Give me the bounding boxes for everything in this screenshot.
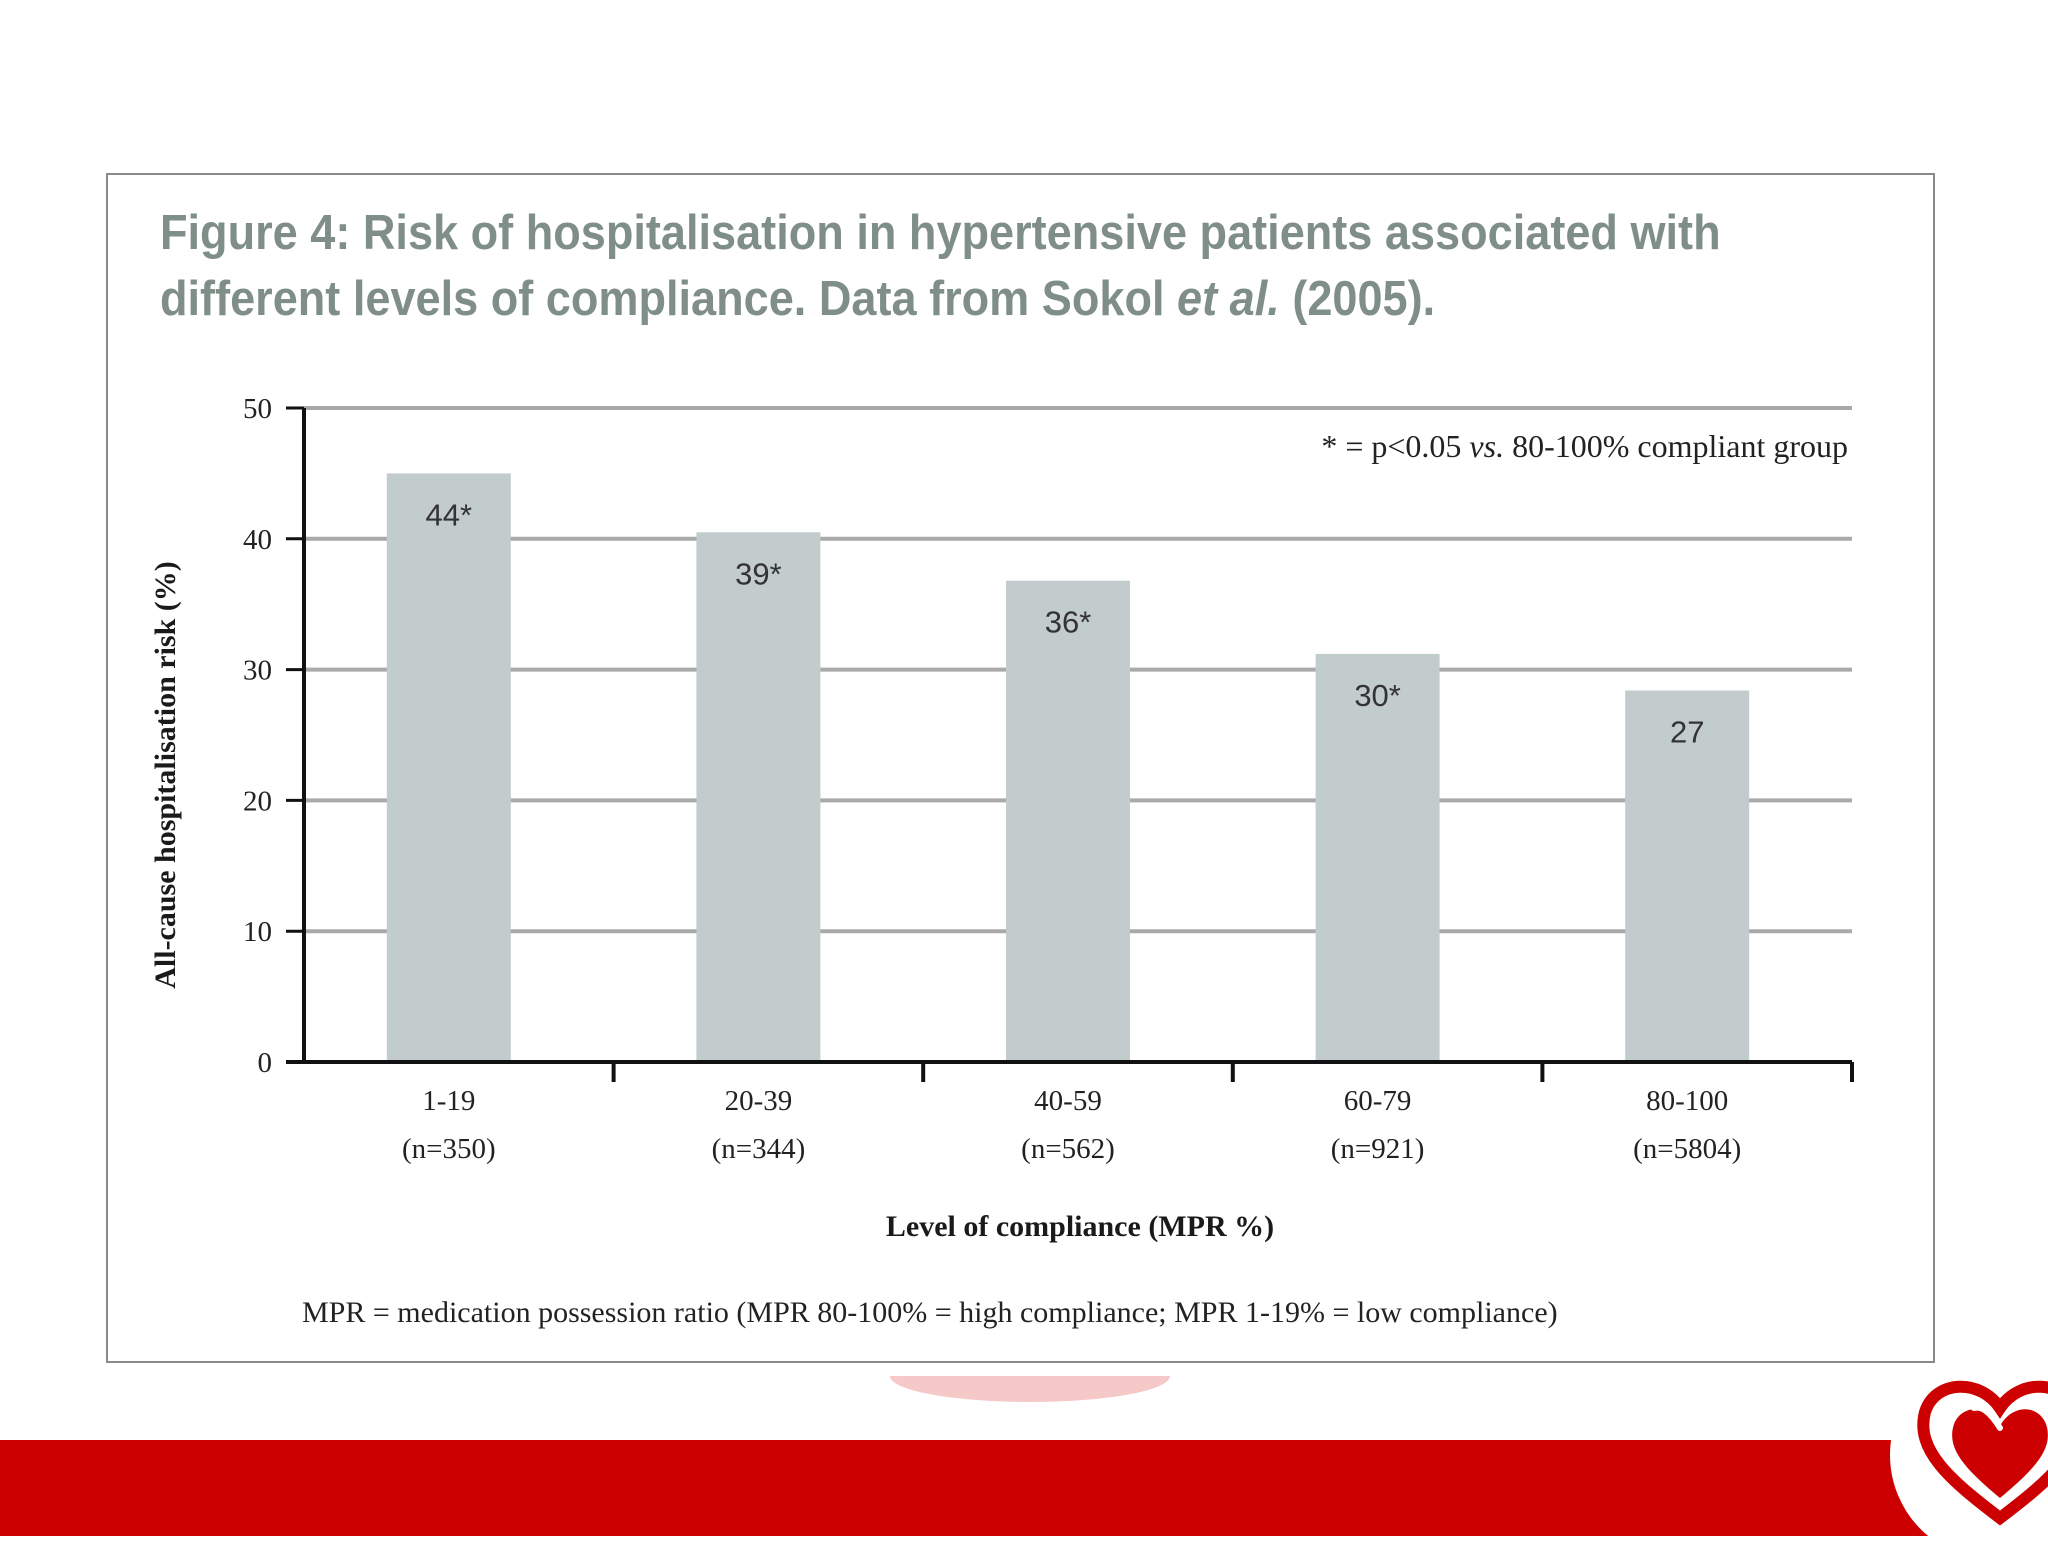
figure-title-line-1: Figure 4: Risk of hospitalisation in hyp… <box>160 206 1721 260</box>
footnote: MPR = medication possession ratio (MPR 8… <box>302 1296 1558 1329</box>
bar-20-39 <box>696 532 821 1062</box>
x-tick-label-60-79: 60-79 <box>1344 1085 1412 1117</box>
x-tick-label-20-39: 20-39 <box>725 1085 793 1117</box>
logo-badge <box>1890 1350 2048 1560</box>
bar-1-19 <box>386 473 511 1062</box>
x-count-label-60-79: (n=921) <box>1331 1133 1425 1165</box>
x-tick-label-80-100: 80-100 <box>1646 1085 1728 1117</box>
bar-value-label-60-79: 30* <box>1354 678 1401 713</box>
x-tick-label-1-19: 1-19 <box>422 1085 475 1117</box>
footer-bar <box>0 1440 2048 1536</box>
axes <box>286 406 1854 1082</box>
x-tick-label-40-59: 40-59 <box>1034 1085 1102 1117</box>
y-tick-label-30: 30 <box>243 655 272 687</box>
figure-title-etal: et al. <box>1177 272 1280 326</box>
y-axis-title: All-cause hospitalisation risk (%) <box>149 561 182 989</box>
figure-title: Figure 4: Risk of hospitalisation in hyp… <box>160 200 1742 332</box>
significance-note-prefix: * = p<0.05 <box>1321 428 1469 464</box>
bar-value-label-80-100: 27 <box>1670 715 1704 750</box>
figure-title-year: (2005). <box>1279 272 1436 326</box>
x-axis-title: Level of compliance (MPR %) <box>886 1210 1274 1243</box>
bar-80-100 <box>1625 690 1750 1062</box>
x-count-label-1-19: (n=350) <box>402 1133 496 1165</box>
y-tick-label-0: 0 <box>258 1047 273 1079</box>
x-count-label-80-100: (n=5804) <box>1633 1133 1741 1165</box>
bar-60-79 <box>1315 653 1440 1062</box>
bar-value-label-1-19: 44* <box>426 497 473 532</box>
significance-note-suffix: 80-100% compliant group <box>1504 428 1848 464</box>
y-tick-label-40: 40 <box>243 524 272 556</box>
y-tick-label-10: 10 <box>243 916 272 948</box>
labels: 0 10 20 30 40 50 44* 1-19 (n=350) 39* 20-39 (n=344)… <box>243 393 1741 1165</box>
heart-logo-icon <box>1917 1380 2048 1526</box>
x-count-label-40-59: (n=562) <box>1021 1133 1115 1165</box>
significance-note-vs: vs. <box>1469 428 1504 464</box>
bar-value-label-20-39: 39* <box>735 556 782 591</box>
bar-40-59 <box>1006 580 1130 1062</box>
y-tick-label-20: 20 <box>243 785 272 817</box>
figure-title-line-2-text: different levels of compliance. Data fro… <box>160 272 1178 326</box>
bar-value-label-40-59: 36* <box>1045 605 1092 640</box>
bars <box>386 473 1750 1062</box>
figure-title-line-2: different levels of compliance. Data fro… <box>160 266 1742 332</box>
x-count-label-20-39: (n=344) <box>712 1133 806 1165</box>
y-tick-label-50: 50 <box>243 393 272 425</box>
significance-note: * = p<0.05 vs. 80-100% compliant group <box>1321 428 1848 464</box>
